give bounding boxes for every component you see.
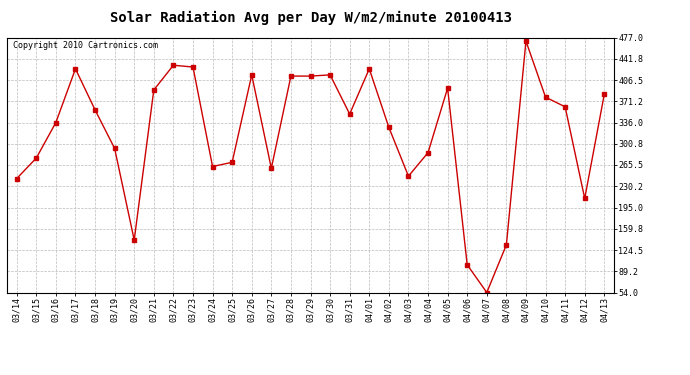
Text: Copyright 2010 Cartronics.com: Copyright 2010 Cartronics.com — [13, 41, 158, 50]
Text: Solar Radiation Avg per Day W/m2/minute 20100413: Solar Radiation Avg per Day W/m2/minute … — [110, 11, 511, 26]
